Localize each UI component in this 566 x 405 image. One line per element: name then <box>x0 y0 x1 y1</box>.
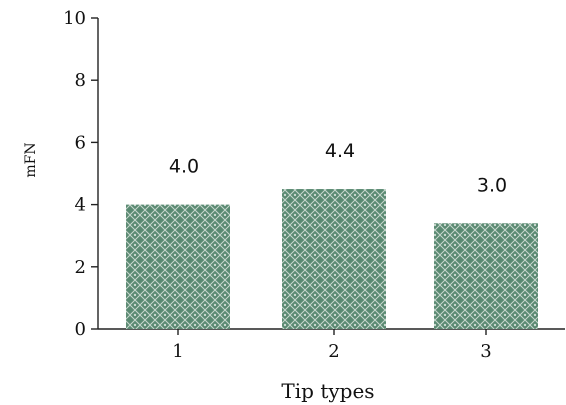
y-tick-label-2: 4 <box>75 195 86 216</box>
y-tick-label-1: 2 <box>75 257 86 278</box>
bar-2 <box>282 189 386 329</box>
y-tick-label-3: 6 <box>75 132 86 153</box>
data-label-1: 4.0 <box>169 156 199 178</box>
y-ticks: 0 2 4 6 8 10 <box>63 8 98 340</box>
bars <box>126 189 538 329</box>
x-tick-label-2: 3 <box>480 341 491 362</box>
y-tick-label-0: 0 <box>75 319 86 340</box>
x-tick-label-1: 2 <box>328 341 339 362</box>
x-ticks: 1 2 3 <box>172 329 492 362</box>
bar-1 <box>126 204 230 329</box>
y-tick-label-5: 10 <box>63 8 86 29</box>
x-axis-title: Tip types <box>281 379 374 403</box>
x-tick-label-0: 1 <box>172 341 183 362</box>
data-labels: 4.0 4.4 3.0 <box>169 140 507 196</box>
y-tick-label-4: 8 <box>75 70 86 91</box>
data-label-3: 3.0 <box>477 174 507 196</box>
y-axis-title: mFN <box>23 142 39 177</box>
bar-3 <box>434 223 538 329</box>
data-label-2: 4.4 <box>325 140 355 162</box>
